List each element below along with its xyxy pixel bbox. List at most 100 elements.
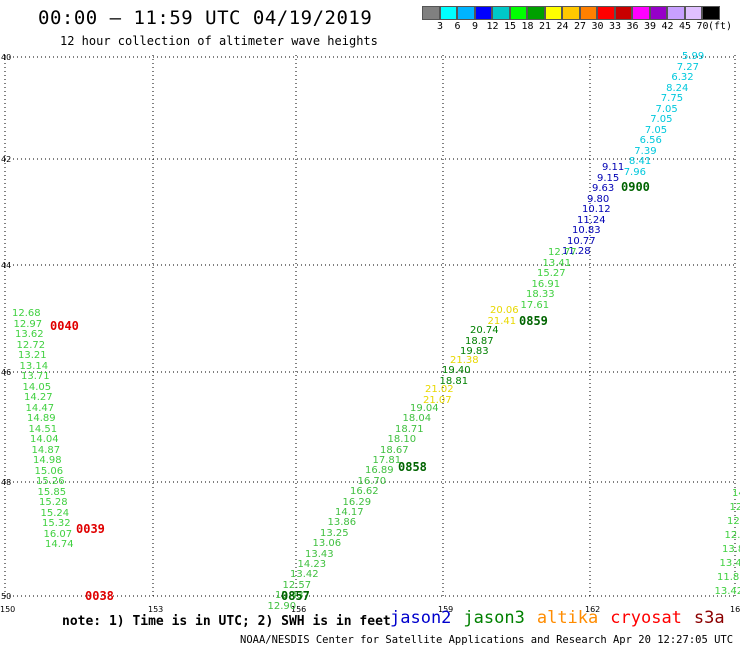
swh-value: 12. <box>729 502 740 513</box>
swh-value: 13.71 <box>21 371 50 382</box>
footer-credit: NOAA/NESDIS Center for Satellite Applica… <box>240 634 740 646</box>
legend-label: 15 <box>503 21 517 32</box>
color-legend <box>422 6 720 20</box>
time-label-0039: 0039 <box>76 522 105 536</box>
legend-label: 70 <box>696 21 709 32</box>
map-subtitle: 12 hour collection of altimeter wave hei… <box>60 34 378 48</box>
swh-value: 12.90 <box>267 600 297 612</box>
swh-value: 18.10 <box>387 434 417 446</box>
swh-value: 13.86 <box>722 544 740 555</box>
time-label-0040: 0040 <box>50 319 79 333</box>
legend-swatch <box>632 6 650 20</box>
swh-value: 19.83 <box>460 346 489 357</box>
satellite-legend-jason2: jason2 <box>390 608 452 628</box>
swh-value: 7.05 <box>655 103 678 115</box>
lat-tick-label: 46 <box>1 368 12 377</box>
legend-swatch <box>649 6 667 20</box>
swh-value: 10.77 <box>567 235 596 247</box>
swh-value: 13.42 <box>290 569 319 581</box>
swh-value: 13.43 <box>305 548 334 560</box>
swh-value: 18.87 <box>465 335 494 347</box>
swh-value: 11.81 <box>717 572 740 583</box>
swh-value: 12.43 <box>275 590 304 602</box>
swh-value: 6.32 <box>671 72 694 83</box>
swh-value: 9.63 <box>592 183 615 194</box>
swh-value: 15.28 <box>39 497 68 508</box>
swh-value: 15.85 <box>37 486 67 498</box>
swh-value: 21.07 <box>423 394 452 406</box>
legend-swatch <box>422 6 440 20</box>
swh-value: 14.04 <box>30 434 59 445</box>
legend-label: 45 <box>678 21 692 32</box>
swh-value: 16.91 <box>531 278 561 290</box>
lon-tick-label: 162 <box>585 605 601 614</box>
satellite-legend-s3a: s3a <box>693 608 725 628</box>
swh-value: 13.42 <box>714 586 740 597</box>
legend-label: 39 <box>643 21 657 32</box>
swh-value: 7.96 <box>623 166 646 178</box>
legend-swatch <box>474 6 492 20</box>
lat-tick-label: 44 <box>1 261 12 270</box>
legend-label: 6 <box>454 21 461 32</box>
swh-value: 9.11 <box>602 162 625 173</box>
lat-tick-label: 50 <box>1 592 12 601</box>
swh-value: 12.4 <box>724 530 740 541</box>
swh-value: 15.27 <box>537 268 566 279</box>
swh-value: 17.81 <box>372 455 402 466</box>
legend-label: 12 <box>486 21 499 32</box>
legend-label: 30 <box>591 21 604 32</box>
swh-value: 18.71 <box>395 423 424 435</box>
legend-swatch <box>527 6 545 20</box>
lon-tick-label: 153 <box>148 605 164 614</box>
swh-value: 15.06 <box>34 465 64 477</box>
legend-label: (ft) <box>707 21 733 32</box>
legend-swatch <box>509 6 527 20</box>
legend-label: 18 <box>521 21 534 32</box>
swh-value: 18.67 <box>380 444 409 456</box>
swh-value: 7.39 <box>634 145 657 157</box>
legend-swatch <box>667 6 685 20</box>
swh-value: 9.80 <box>587 193 610 205</box>
legend-swatch <box>457 6 475 20</box>
swh-value: 12.77 <box>548 247 577 258</box>
swh-value: 10.12 <box>582 204 611 215</box>
lon-tick-label: 150 <box>0 605 16 614</box>
swh-value: 20.74 <box>470 325 499 336</box>
swh-value: 19.40 <box>442 365 471 376</box>
units-note: note: 1) Time is in UTC; 2) SWH is in fe… <box>62 614 391 629</box>
swh-value: 21.02 <box>425 384 454 395</box>
swh-value: 17.61 <box>520 299 550 311</box>
lat-tick-label: 42 <box>1 155 12 164</box>
swh-value: 18.33 <box>526 289 555 300</box>
time-label-0900: 0900 <box>621 180 650 194</box>
legend-label: 9 <box>471 21 479 32</box>
swh-value: 14.23 <box>297 559 327 570</box>
swh-value: 7.05 <box>650 114 673 125</box>
legend-swatch <box>597 6 615 20</box>
lat-tick-label: 40 <box>1 53 12 62</box>
swh-value: 13.41 <box>542 257 572 269</box>
swh-value: 13.62 <box>15 329 44 340</box>
swh-value: 16.07 <box>43 528 73 540</box>
legend-swatch <box>562 6 580 20</box>
time-label-0858: 0858 <box>398 460 427 474</box>
legend-label: 21 <box>538 21 552 32</box>
satellite-legend-jason3: jason3 <box>463 608 525 628</box>
swh-value: 21.41 <box>487 315 517 327</box>
swh-value: 14.17 <box>335 507 364 518</box>
swh-value: 11.28 <box>562 246 591 257</box>
swh-value: 13.25 <box>320 527 349 539</box>
swh-value: 19.04 <box>410 403 439 414</box>
satellite-legend-altika: altika <box>536 608 599 628</box>
swh-value: 7.27 <box>676 61 699 73</box>
swh-value: 16.29 <box>342 496 372 508</box>
legend-swatch <box>439 6 457 20</box>
swh-value: 14.51 <box>28 423 58 435</box>
swh-value: 13.86 <box>327 517 357 529</box>
lat-lon-grid <box>4 55 736 598</box>
swh-value: 8.41 <box>629 156 652 167</box>
swh-value: 15.26 <box>36 476 65 487</box>
satellite-legend-cryosat: cryosat <box>610 608 682 628</box>
swh-value: 10.83 <box>572 225 601 236</box>
